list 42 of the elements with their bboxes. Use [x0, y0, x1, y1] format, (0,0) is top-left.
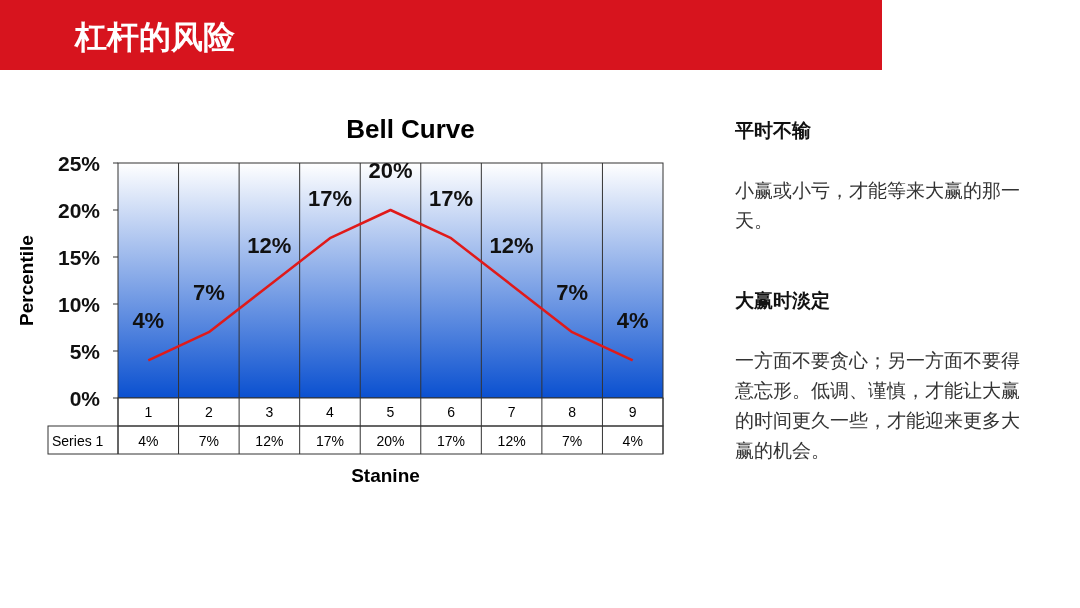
text: 7% [192, 280, 225, 306]
text: 4% [132, 308, 165, 334]
x-axis-title: Stanine [351, 465, 420, 486]
data-label: 7% [198, 433, 219, 449]
x-tick-label: 4 [326, 404, 335, 420]
chart-subtitle: Bell Curve [346, 114, 475, 144]
data-label: 4% [622, 433, 643, 449]
x-tick-label: 7 [507, 404, 516, 420]
text: 20% [368, 158, 413, 183]
text: 12% [489, 233, 534, 259]
x-tick-label: 6 [447, 404, 456, 420]
x-tick-label: 3 [265, 404, 274, 420]
y-tick-label: 0% [69, 387, 101, 410]
x-tick-label: 2 [204, 404, 213, 420]
text: 一方面不要贪心；另一方面不要得意忘形。低调、谨慎，才能让大赢的时间更久一些，才能迎来更多大赢的机会。 [735, 348, 1021, 463]
data-label: 20% [376, 433, 405, 449]
y-tick-label: 15% [57, 246, 101, 269]
text: 大赢时淡定 [735, 288, 831, 313]
data-label: 12% [255, 433, 284, 449]
data-label: 17% [437, 433, 466, 449]
text: 7% [556, 280, 589, 306]
x-tick-label: 5 [386, 404, 395, 420]
data-label: 17% [315, 433, 344, 449]
text: 17% [429, 186, 474, 212]
data-label: 4% [138, 433, 159, 449]
text: 小赢或小亏，才能等来大赢的那一天。 [735, 178, 1021, 233]
y-axis-title: Percentile [16, 235, 37, 326]
data-label: 12% [497, 433, 526, 449]
x-tick-label: 1 [144, 404, 153, 420]
text: 17% [307, 186, 352, 212]
text: 12% [247, 233, 292, 259]
y-tick-label: 25% [57, 152, 101, 175]
text: Series 1 [52, 433, 104, 449]
x-tick-label: 9 [628, 404, 637, 420]
text: 4% [616, 308, 649, 334]
text: 平时不输 [735, 118, 812, 143]
data-label: 7% [562, 433, 583, 449]
chart-title: 杠杆的风险 [73, 18, 235, 56]
y-tick-label: 20% [57, 199, 101, 222]
y-tick-label: 5% [69, 340, 101, 363]
y-tick-label: 10% [57, 293, 101, 316]
x-tick-label: 8 [568, 404, 577, 420]
